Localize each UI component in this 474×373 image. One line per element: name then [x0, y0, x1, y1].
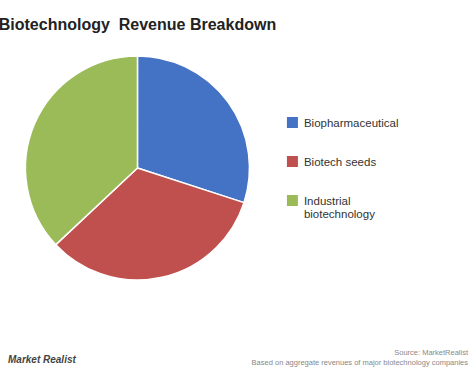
title: Biotechnology Revenue Breakdown: [0, 16, 276, 33]
pie: [25, 56, 249, 280]
background: [0, 0, 474, 373]
pie-slice: [25, 56, 137, 245]
legend-label: Industrialbiotechnology: [304, 195, 375, 220]
legend-label-line: Biotech seeds: [304, 156, 376, 168]
legend-label: Biotech seeds: [304, 156, 376, 168]
legend-swatch: [287, 156, 298, 167]
legend-label-line: biotechnology: [304, 208, 375, 220]
page: {"chart_data": {"type": "pie", "title": …: [0, 0, 474, 373]
chart-svg: Biotechnology Revenue Breakdown Biopharma…: [0, 0, 474, 373]
footer-right: Source: MarketRealist: [394, 348, 469, 357]
chart-container: Biotechnology Revenue Breakdown Biopharma…: [0, 0, 474, 373]
legend-label: Biopharmaceutical: [304, 117, 399, 129]
footer-right: Based on aggregate revenues of major bio…: [252, 358, 469, 367]
legend-label-line: Industrial: [304, 195, 351, 207]
legend-swatch: [287, 195, 298, 206]
footer-left: Market Realist: [8, 354, 76, 365]
legend-swatch: [287, 117, 298, 128]
legend-label-line: Biopharmaceutical: [304, 117, 399, 129]
legend: Biopharmaceutical Biotech seeds Industrial…: [287, 117, 399, 220]
